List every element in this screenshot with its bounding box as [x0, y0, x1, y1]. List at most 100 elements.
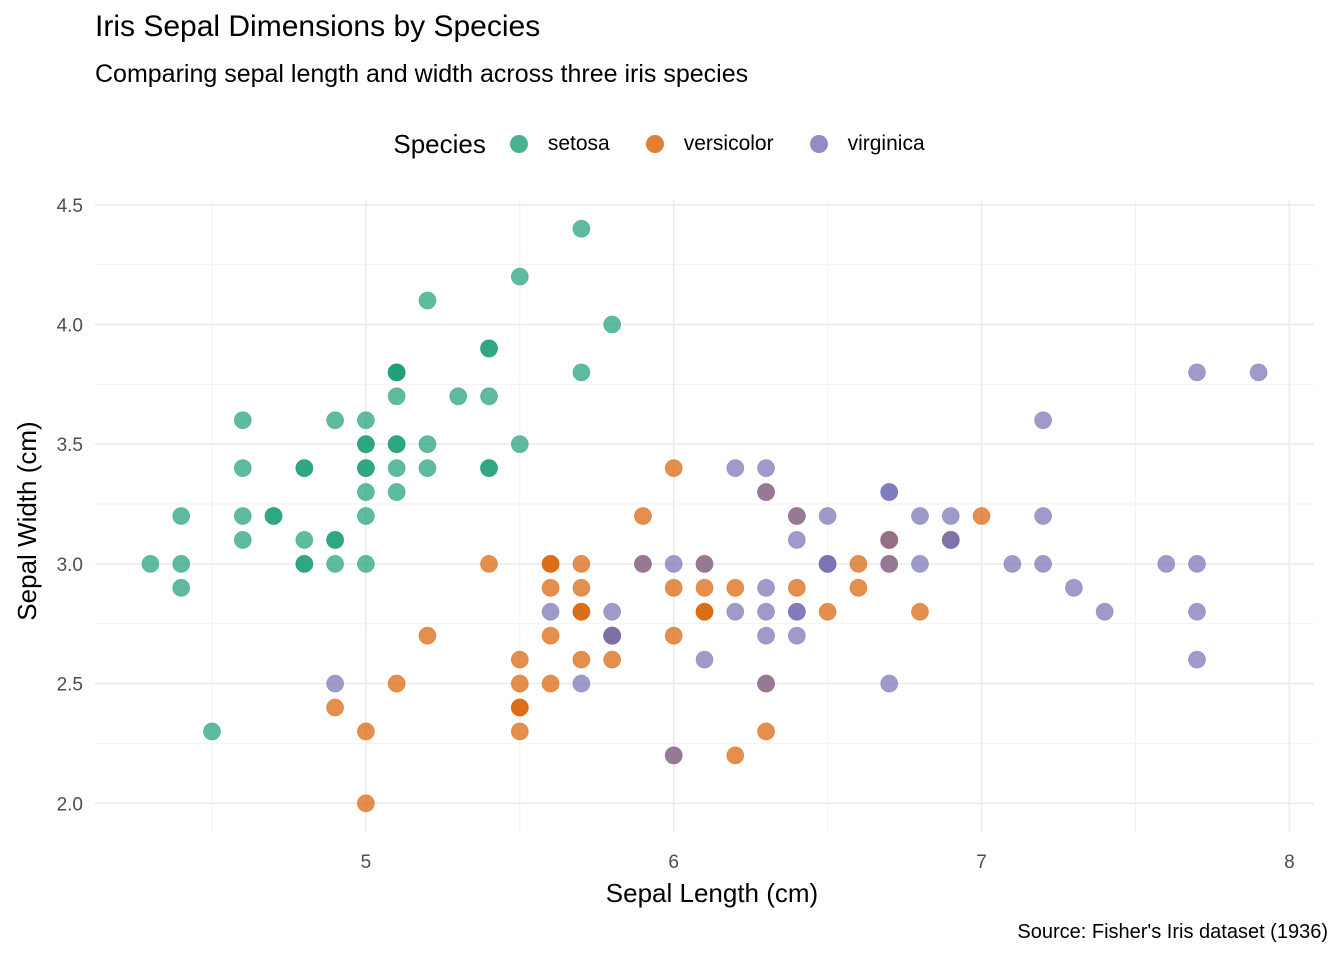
data-point-virginica — [757, 602, 775, 621]
data-point-versicolor — [541, 626, 560, 645]
data-point-versicolor — [480, 554, 498, 573]
legend-label-virginica: virginica — [847, 132, 925, 155]
data-point-setosa — [172, 554, 191, 573]
data-point-virginica — [695, 650, 714, 669]
legend-key-versicolor — [645, 135, 664, 153]
data-point-versicolor — [572, 578, 591, 597]
data-point-versicolor — [634, 507, 652, 525]
data-point-versicolor — [326, 698, 345, 717]
legend-key-setosa — [509, 135, 528, 153]
data-point-virginica — [1188, 363, 1206, 382]
data-point-versicolor — [849, 578, 868, 597]
data-point-versicolor — [664, 459, 683, 478]
data-point-virginica — [1249, 363, 1268, 382]
data-point-setosa — [172, 507, 191, 525]
data-point-versicolor — [572, 554, 591, 573]
data-point-virginica — [818, 507, 837, 525]
data-point-versicolor — [757, 722, 775, 741]
data-point-setosa — [295, 459, 314, 478]
data-point-setosa — [326, 554, 345, 573]
data-point-setosa — [603, 315, 622, 334]
data-point-setosa — [356, 507, 375, 525]
data-point-setosa — [480, 387, 498, 406]
data-point-virginica — [1034, 554, 1053, 573]
data-point-setosa — [233, 507, 252, 525]
data-point-virginica — [787, 507, 806, 525]
legend-label-versicolor: versicolor — [683, 132, 774, 155]
data-point-versicolor — [572, 602, 591, 621]
data-point-setosa — [233, 459, 252, 478]
data-point-versicolor — [911, 602, 929, 621]
chart-caption: Source: Fisher's Iris dataset (1936) — [1017, 921, 1328, 943]
data-point-setosa — [356, 411, 375, 430]
data-point-virginica — [1064, 578, 1083, 597]
data-point-virginica — [1034, 507, 1053, 525]
data-point-virginica — [1188, 602, 1206, 621]
data-point-setosa — [264, 507, 283, 525]
y-tick-labels: 2.0 2.5 3.0 3.5 4.0 4.5 — [57, 196, 83, 815]
data-point-virginica — [911, 554, 929, 573]
y-tick-label: 4.0 — [57, 315, 83, 336]
data-point-virginica — [880, 554, 899, 573]
data-point-versicolor — [664, 626, 683, 645]
legend: Species setosa versicolor virginica — [0, 126, 1344, 162]
data-point-versicolor — [572, 650, 591, 669]
data-point-setosa — [233, 531, 252, 549]
data-point-versicolor — [541, 578, 560, 597]
data-point-setosa — [418, 435, 437, 454]
data-point-setosa — [480, 339, 498, 358]
data-point-virginica — [787, 531, 806, 549]
data-point-setosa — [387, 483, 406, 501]
data-point-virginica — [541, 602, 560, 621]
data-point-virginica — [818, 554, 837, 573]
data-point-virginica — [787, 626, 806, 645]
data-point-virginica — [326, 674, 345, 693]
chart-title: Iris Sepal Dimensions by Species — [95, 10, 541, 43]
data-point-virginica — [603, 626, 622, 645]
data-point-versicolor — [818, 602, 837, 621]
data-point-virginica — [911, 507, 929, 525]
data-point-versicolor — [603, 650, 622, 669]
data-point-virginica — [880, 483, 899, 501]
data-point-virginica — [757, 459, 775, 478]
data-point-setosa — [326, 531, 345, 549]
data-point-versicolor — [695, 602, 714, 621]
data-point-versicolor — [510, 650, 529, 669]
data-point-setosa — [387, 459, 406, 478]
data-point-virginica — [726, 602, 745, 621]
data-point-virginica — [757, 483, 775, 501]
x-axis-title: Sepal Length (cm) — [606, 878, 818, 908]
data-point-setosa — [449, 387, 468, 406]
data-point-virginica — [664, 746, 683, 765]
data-point-versicolor — [356, 794, 375, 813]
data-point-setosa — [233, 411, 252, 430]
data-point-setosa — [356, 483, 375, 501]
data-point-virginica — [1034, 411, 1053, 430]
data-point-setosa — [387, 435, 406, 454]
data-point-setosa — [326, 411, 345, 430]
data-point-virginica — [880, 674, 899, 693]
data-point-setosa — [172, 578, 191, 597]
data-point-versicolor — [541, 674, 560, 693]
x-tick-label: 6 — [668, 852, 679, 873]
x-tick-label: 7 — [976, 852, 987, 873]
data-point-versicolor — [356, 722, 375, 741]
data-point-virginica — [880, 531, 899, 549]
data-points — [141, 219, 1268, 813]
minor-gridlines — [95, 200, 1314, 832]
y-tick-label: 2.0 — [57, 794, 83, 815]
data-point-setosa — [480, 459, 498, 478]
y-tick-label: 3.5 — [57, 435, 83, 456]
legend-key-virginica — [809, 135, 828, 153]
data-point-setosa — [295, 531, 314, 549]
data-point-virginica — [572, 674, 591, 693]
data-point-versicolor — [510, 722, 529, 741]
data-point-setosa — [295, 554, 314, 573]
data-point-virginica — [757, 578, 775, 597]
data-point-virginica — [757, 674, 775, 693]
data-point-virginica — [726, 459, 745, 478]
x-tick-label: 5 — [361, 852, 372, 873]
data-point-versicolor — [787, 578, 806, 597]
data-point-setosa — [387, 387, 406, 406]
data-point-setosa — [418, 459, 437, 478]
